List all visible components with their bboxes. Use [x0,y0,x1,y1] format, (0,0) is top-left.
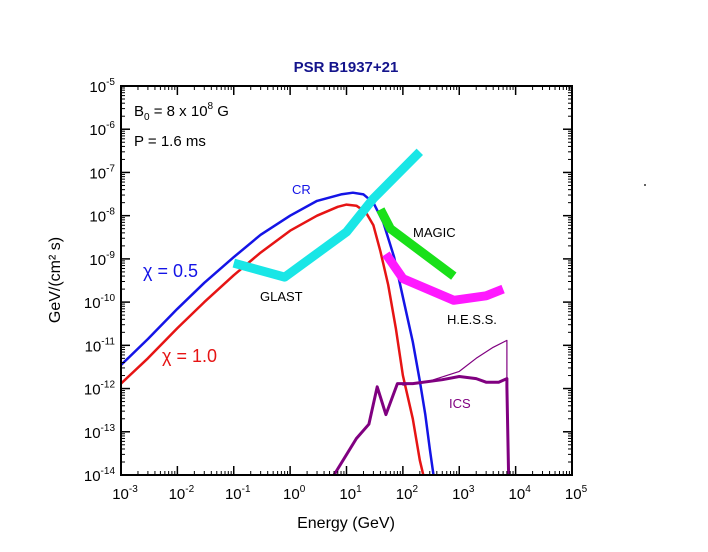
glast-label: GLAST [260,289,303,304]
b0-value: = 8 x 10 [150,103,208,120]
series-chi05-line [121,191,435,475]
ics-label: ICS [449,396,471,411]
stray-dot [644,184,646,186]
x-tick-label: 103 [452,484,475,503]
y-tick-label: 10-12 [84,380,116,399]
y-tick-label: 10-7 [89,163,115,182]
series-ics-line [332,375,511,475]
y-tick-label: 10-5 [89,77,115,96]
x-axis-label: Energy (GeV) [297,515,395,532]
tick-labels-layer: 10-3 10-2 10-1 100 101 102 103 104 105 10-14 10-13… [84,77,588,503]
series-chi10-line [121,203,425,475]
y-tick-label: 10-11 [85,336,116,355]
b0-subscript: 0 [144,112,150,123]
series-glast-line [232,148,423,282]
y-tick-label: 10-8 [89,207,115,226]
series-ics-upper-line [402,339,508,386]
chart-title: PSR B1937+21 [294,59,399,76]
x-tick-label: 101 [339,484,362,503]
x-tick-label: 10-2 [169,484,195,503]
x-tick-label: 10-3 [112,484,138,503]
series-magic-line [376,207,457,280]
x-tick-label: 105 [565,484,588,503]
magic-label: MAGIC [413,225,456,240]
y-tick-label: 10-10 [84,293,116,312]
x-tick-label: 10-1 [225,484,251,503]
y-tick-label: 10-13 [84,423,116,442]
series-layer [121,148,511,475]
b0-unit: G [213,103,229,120]
chi10-label: χ = 1.0 [162,346,217,366]
y-tick-label: 10-6 [89,120,115,139]
y-axis-label: GeV/(cm² s) [47,237,64,323]
cr-label: CR [292,182,311,197]
b0-exponent: 8 [208,101,214,112]
period-param: P = 1.6 ms [134,133,206,150]
b0-param: B0 = 8 x 108 G [134,101,229,123]
b0-symbol: B [134,103,144,120]
ticks-layer [120,85,573,476]
y-tick-label: 10-14 [84,466,116,485]
x-tick-label: 100 [283,484,306,503]
annotation-layer: χ = 0.5 χ = 1.0 CR GLAST MAGIC H.E.S.S. ICS [143,182,497,411]
x-tick-label: 104 [509,484,532,503]
hess-label: H.E.S.S. [447,312,497,327]
series-hess-line [382,251,505,305]
chi05-label: χ = 0.5 [143,261,198,281]
x-tick-label: 102 [396,484,419,503]
y-tick-label: 10-9 [89,250,115,269]
